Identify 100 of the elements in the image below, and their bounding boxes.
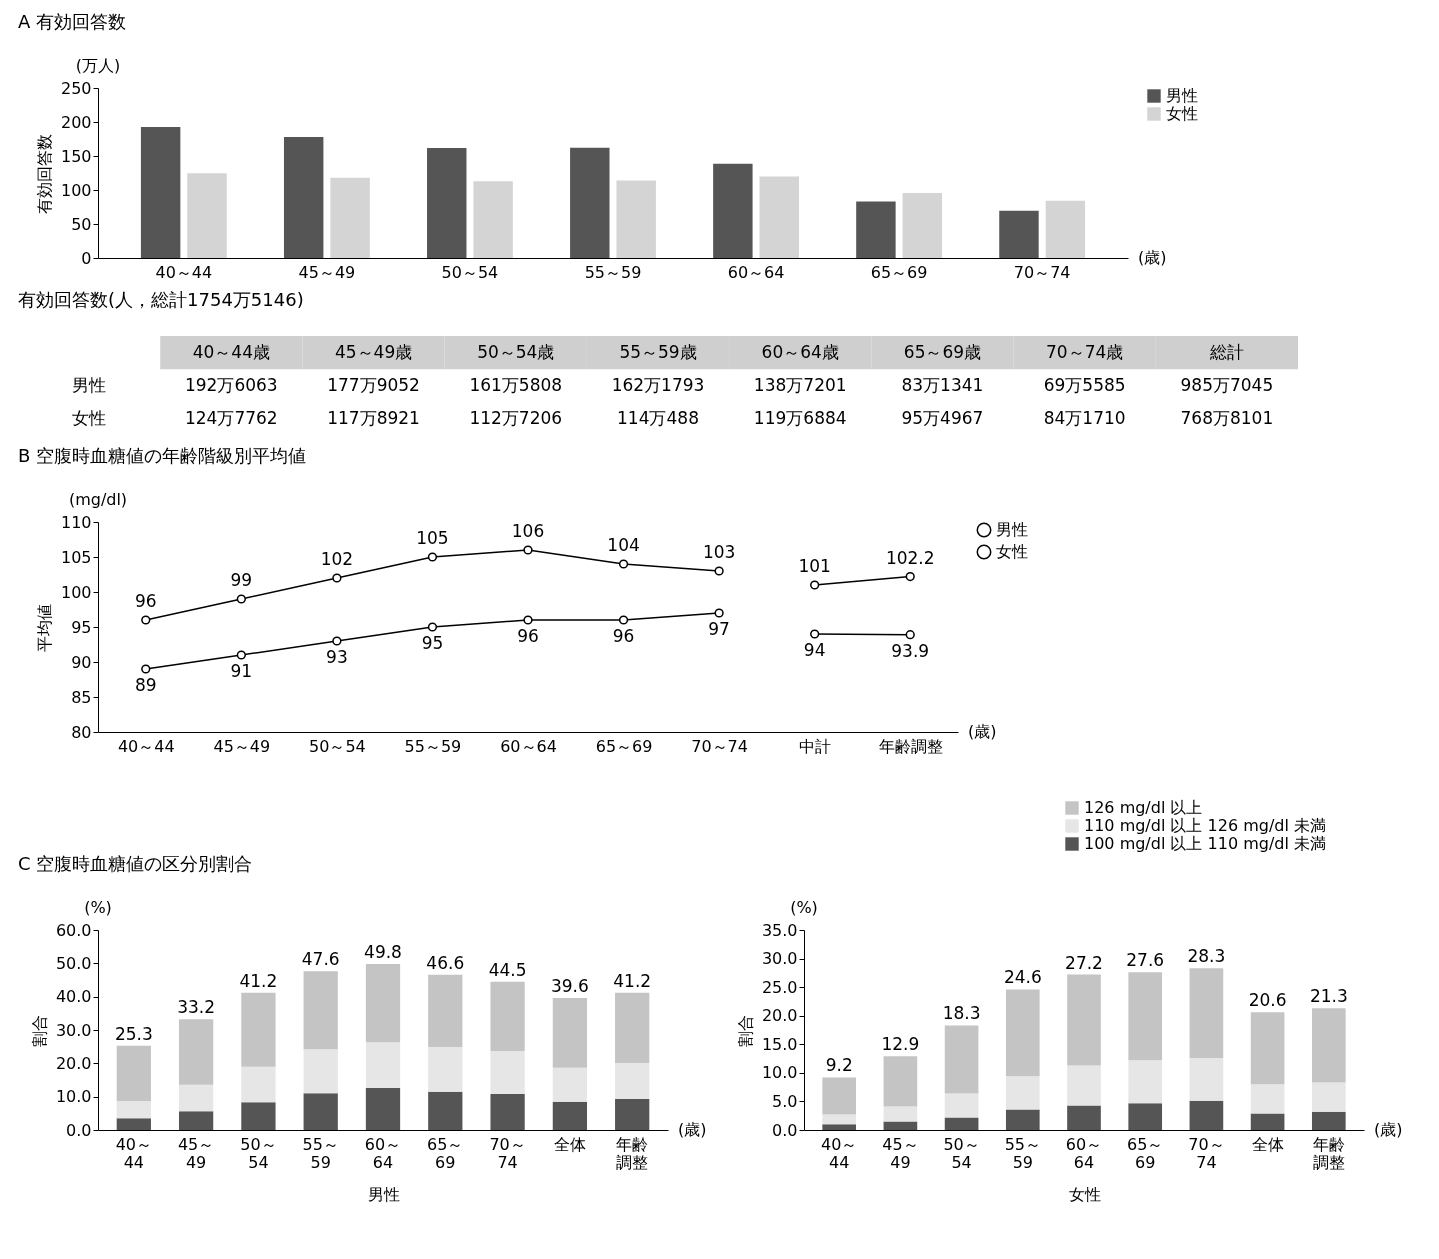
text: (mg/dl) [68, 490, 128, 509]
text: (%) [790, 898, 818, 917]
bar [116, 1101, 151, 1119]
y-tick-label: 150 [60, 146, 92, 166]
chart-title: A 有効回答数 [18, 11, 127, 32]
data-label: 96 [517, 626, 539, 646]
total-label: 33.2 [177, 997, 216, 1018]
total-label: 28.3 [1187, 946, 1226, 967]
x-tick-label: 55～59 [584, 262, 642, 282]
x-tick-label: 45～49 [177, 1134, 215, 1172]
y-tick-label: 25.0 [761, 977, 798, 997]
bar [552, 1101, 588, 1130]
text: 124万7762 [184, 408, 278, 429]
y-tick-label: 100 [60, 180, 92, 200]
legend-label: 100 mg/dl 以上 110 mg/dl 未満 [1084, 834, 1326, 853]
x-tick-label: 65～69 [595, 736, 653, 756]
bar [178, 1111, 214, 1130]
bar [944, 1025, 979, 1094]
bar [241, 1102, 276, 1130]
data-label: 91 [230, 661, 253, 681]
data-label: 103 [702, 542, 736, 562]
y-tick-label: 95 [71, 617, 92, 637]
bar [1250, 1113, 1285, 1130]
x-tick-label: 70～74 [489, 1134, 526, 1172]
point [523, 545, 533, 555]
text: 768万8101 [1180, 408, 1274, 429]
bar [856, 201, 896, 258]
y-tick-label: 50 [71, 214, 92, 234]
category-label: 65～69歳 [903, 341, 982, 362]
x-tick-label: 50～54 [309, 736, 366, 756]
y-tick-label: 35.0 [761, 920, 798, 940]
y-axis-title: 平均値 [34, 603, 54, 652]
x-tick-label: 40～44 [155, 262, 213, 282]
data-label: 96 [134, 591, 157, 611]
x-tick-label: 55～59 [1004, 1134, 1041, 1172]
bar [883, 1056, 918, 1107]
total-label: 49.8 [364, 942, 402, 962]
bar [883, 1121, 918, 1130]
x-axis-title: 男性 [367, 1184, 400, 1204]
point [905, 630, 915, 640]
x-tick-label: 40～44 [117, 736, 175, 756]
text: (歳) [968, 722, 997, 741]
x-tick-label: 60～64 [727, 262, 785, 282]
category-label: 50～54歳 [477, 341, 555, 362]
x-tick-label: 55～59 [302, 1134, 339, 1172]
bar [902, 193, 943, 258]
text: 95万4967 [901, 408, 984, 429]
bar [428, 1091, 463, 1130]
y-tick-label: 20.0 [55, 1053, 92, 1073]
point [141, 664, 151, 674]
text: 177万9052 [327, 375, 420, 395]
text: 83万1341 [901, 375, 984, 395]
text: 114万488 [617, 408, 699, 429]
bar [303, 1093, 338, 1130]
text: 117万8921 [327, 408, 420, 429]
bar [1128, 1060, 1163, 1104]
total-label: 20.6 [1248, 990, 1287, 1011]
x-tick-label: 60～64 [500, 736, 557, 756]
bar [116, 1118, 151, 1130]
category-label: 45～49歳 [334, 341, 413, 362]
text: (歳) [1138, 248, 1167, 267]
bar [140, 127, 181, 258]
data-label: 94 [803, 640, 826, 660]
bar [1067, 1105, 1101, 1130]
bar [1067, 974, 1101, 1066]
bar [1189, 1058, 1224, 1101]
point [332, 636, 342, 646]
x-tick-label: 70～74 [1188, 1134, 1225, 1172]
x-tick-label: 70～74 [691, 736, 748, 756]
text: (万人) [75, 56, 121, 75]
legend-label: 女性 [1166, 104, 1198, 123]
bar [365, 1042, 401, 1088]
x-tick-label: 40～44 [115, 1134, 152, 1172]
text: 119万6884 [753, 408, 847, 429]
point [236, 650, 246, 660]
point [618, 615, 629, 625]
y-axis-title: 有効回答数 [34, 133, 54, 214]
bar [1005, 989, 1040, 1077]
data-label: 93 [326, 647, 348, 667]
text: 162万1793 [611, 375, 705, 395]
bar [615, 1063, 650, 1099]
point [714, 608, 724, 618]
legend-label: 110 mg/dl 以上 126 mg/dl 未満 [1084, 816, 1326, 835]
bar [1005, 1076, 1040, 1110]
y-tick-label: 50.0 [55, 953, 92, 973]
bar [490, 981, 525, 1051]
x-axis-title: 女性 [1068, 1184, 1101, 1204]
x-tick-label: 全体 [553, 1134, 586, 1154]
text: (%) [84, 898, 112, 917]
total-label: 24.6 [1003, 967, 1042, 988]
total-label: 41.2 [613, 970, 652, 991]
y-axis-title: 割合 [735, 1014, 755, 1047]
y-tick-label: 30.0 [55, 1020, 92, 1040]
x-tick-label: 40～44 [821, 1134, 858, 1172]
bar [616, 180, 656, 258]
point [714, 566, 724, 576]
chart-title: B 空腹時血糖値の年齢階級別平均値 [18, 445, 307, 466]
category-label: 55～59歳 [619, 341, 697, 362]
y-tick-label: 105 [60, 547, 92, 567]
bar [552, 998, 588, 1068]
